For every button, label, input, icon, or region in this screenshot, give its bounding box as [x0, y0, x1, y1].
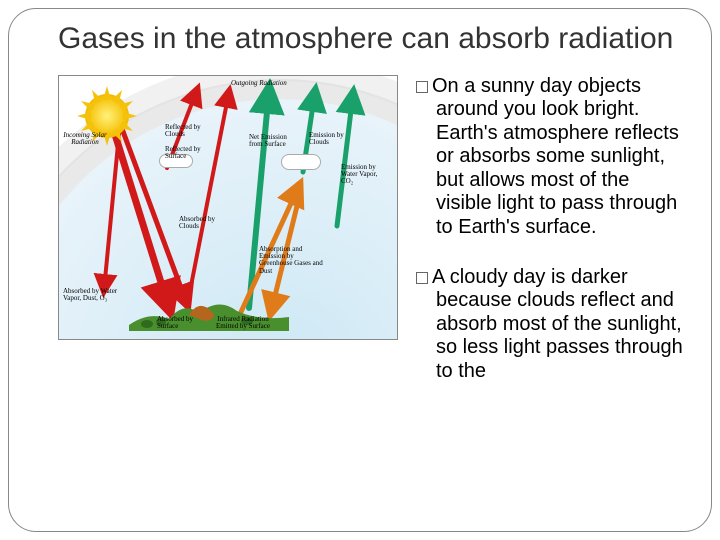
body-row: Incoming Solar Radiation Outgoing Radiat… [58, 75, 690, 410]
bullet-1-rest: around you look bright. Earth's atmosphe… [416, 98, 690, 240]
label-reflected-surface: Reflected by Surface [165, 146, 205, 161]
label-outgoing: Outgoing Radiation [231, 80, 287, 87]
label-reflected-clouds: Reflected by Clouds [165, 124, 205, 139]
cloud-right [281, 154, 321, 170]
diagram-column: Incoming Solar Radiation Outgoing Radiat… [58, 75, 398, 340]
label-ir-surface: Infrared Radiation Emitted by Surface [215, 316, 271, 331]
slide-content: Gases in the atmosphere can absorb radia… [58, 22, 690, 530]
label-absorbed-left: Absorbed by Water Vapor, Dust, O₃ [63, 288, 119, 303]
label-emission-gases: Emission by Water Vapor, CO₂ [341, 164, 391, 186]
label-emission-clouds: Emission by Clouds [309, 132, 351, 147]
slide-title: Gases in the atmosphere can absorb radia… [58, 22, 690, 57]
label-absorbed-surface: Absorbed by Surface [157, 316, 207, 331]
bullet-marker-icon [416, 272, 428, 284]
bullet-2-firstline: A cloudy day is darker [432, 266, 628, 288]
bullet-marker-icon [416, 81, 428, 93]
label-absorbed-clouds: Absorbed by Clouds [179, 216, 221, 231]
bullet-1: On a sunny day objects around you look b… [416, 75, 690, 240]
bullet-2-rest: because clouds reflect and absorb most o… [416, 289, 690, 383]
label-net-emission: Net Emission from Surface [249, 134, 297, 149]
bullet-1-firstline: On a sunny day objects [432, 75, 641, 97]
radiation-diagram: Incoming Solar Radiation Outgoing Radiat… [58, 75, 398, 340]
bullet-2: A cloudy day is darker because clouds re… [416, 266, 690, 384]
label-absorbed-atmo: Absorption and Emission by Greenhouse Ga… [259, 246, 323, 275]
text-column: On a sunny day objects around you look b… [416, 75, 690, 410]
label-incoming: Incoming Solar Radiation [63, 132, 107, 147]
